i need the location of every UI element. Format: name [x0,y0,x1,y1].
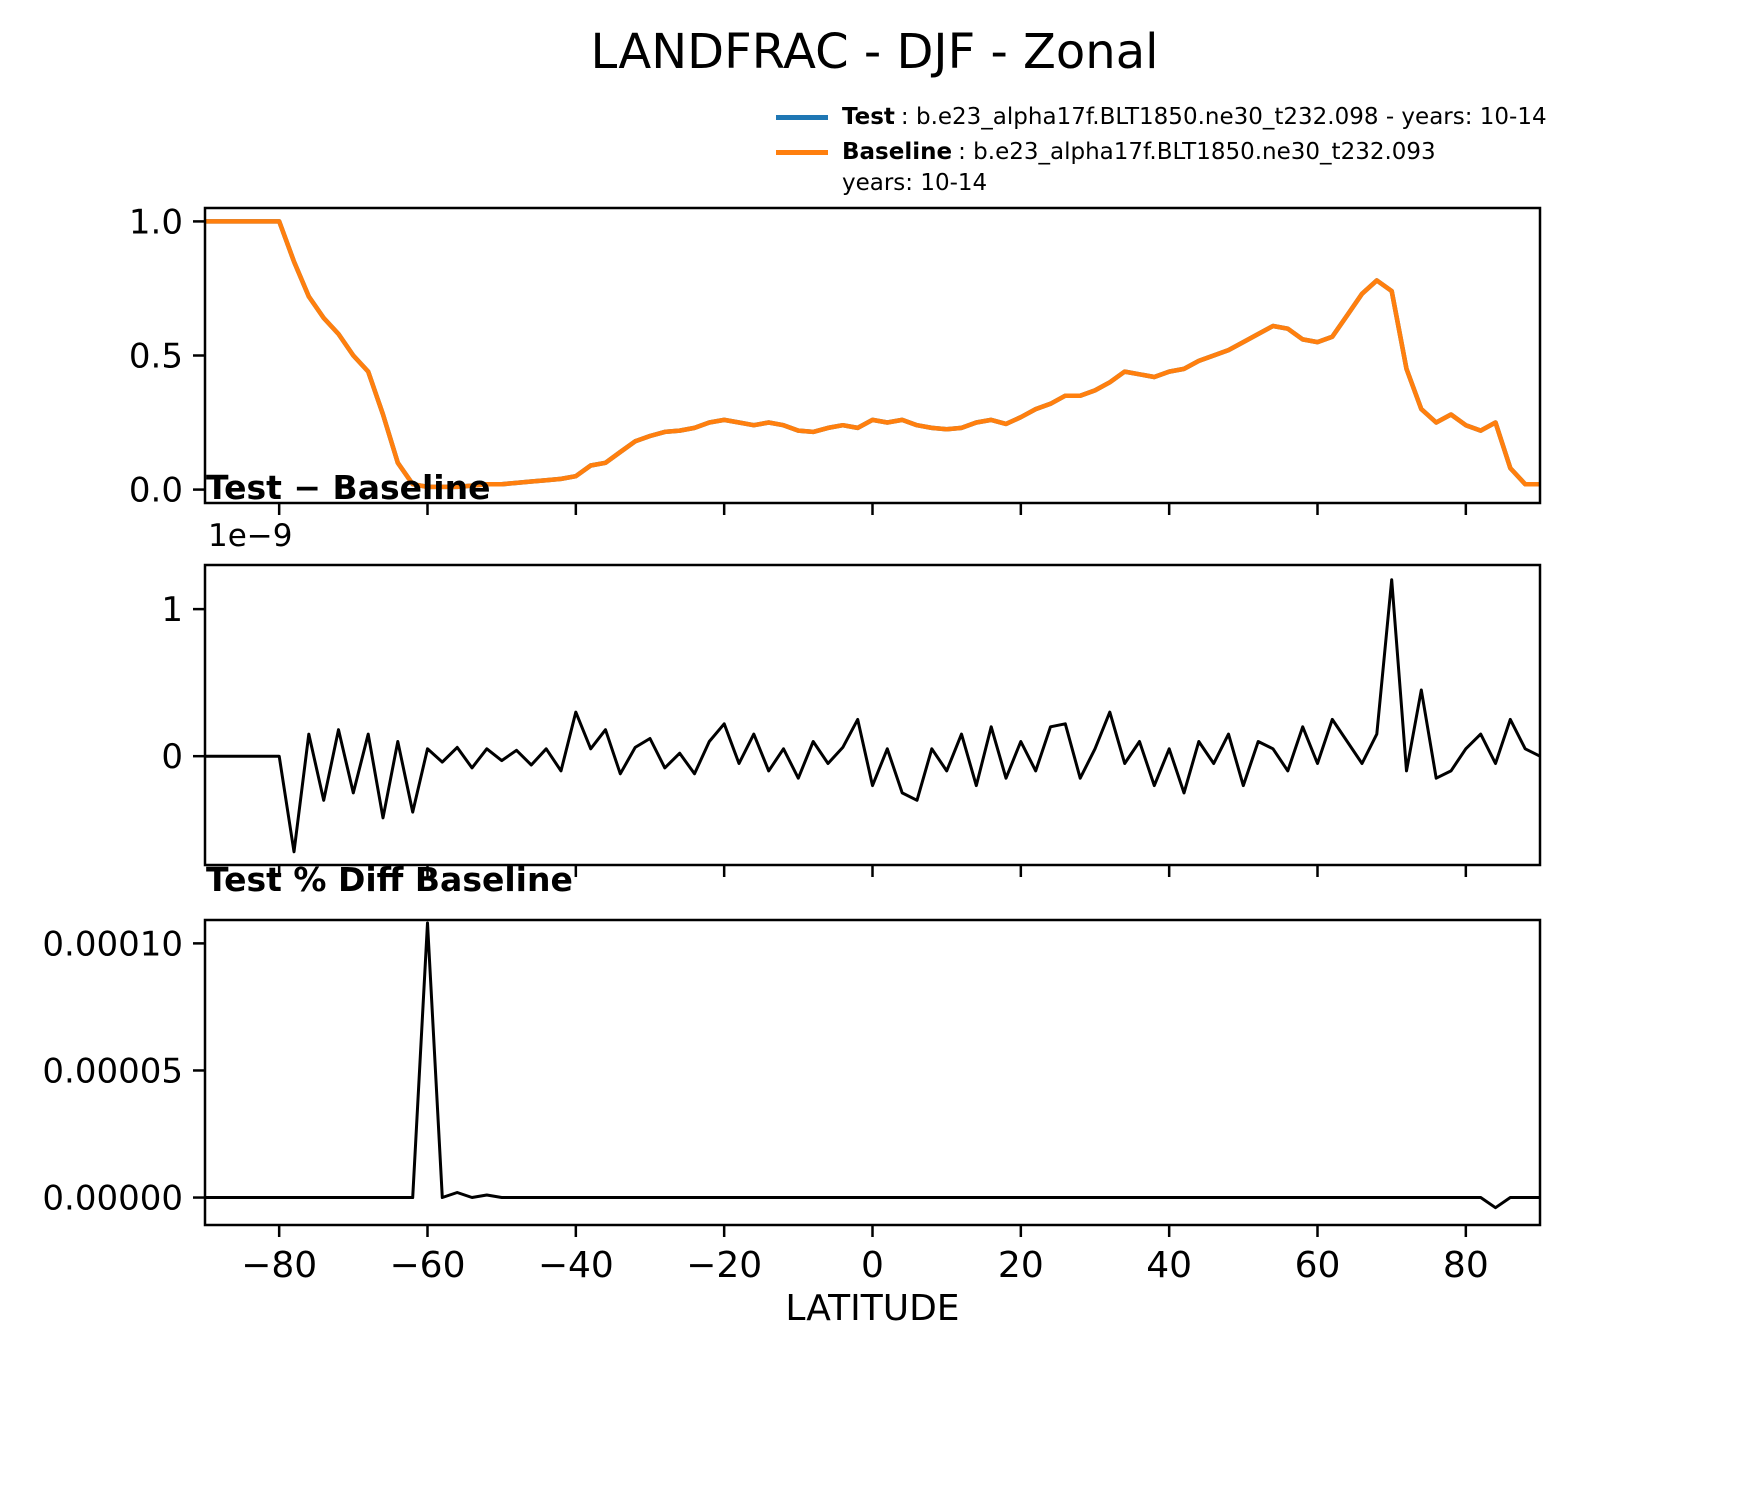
x-axis-label: LATITUDE [785,1288,960,1329]
x-tick-label: −40 [538,1245,614,1286]
legend-entry-baseline-text: Baseline: b.e23_alpha17f.BLT1850.ne30_t2… [842,137,1436,199]
test-pct-diff-baseline-axes-border [203,918,1542,1227]
zonal-mean-axes-border [203,206,1542,505]
legend-test-label: Test [842,104,895,130]
test-pct-diff-baseline-y-tick-label: 0.00000 [42,1179,183,1219]
page-title: LANDFRAC - DJF - Zonal [590,24,1159,80]
legend: Test: b.e23_alpha17f.BLT1850.ne30_t232.0… [776,102,1547,203]
zonal-mean-y-tick-label: 1.0 [129,202,183,242]
pct-diff-panel-title: Test % Diff Baseline [206,860,573,899]
x-tick-label: −60 [390,1245,466,1286]
x-tick-label: −20 [686,1245,762,1286]
series-line-baseline [205,219,1540,490]
test-pct-diff-baseline-y-tick-label: 0.00010 [42,924,183,964]
series-line-test-minus-baseline [205,578,1541,854]
baseline-line-swatch [776,150,828,155]
test-minus-baseline-y-tick-label: 1 [161,590,183,630]
series-line-test-diff-baseline [205,921,1540,1210]
x-tick-label: 80 [1443,1245,1489,1286]
x-tick-label: −80 [241,1245,317,1286]
test-minus-baseline-axes-border [203,563,1542,867]
x-tick-label: 40 [1146,1245,1192,1286]
x-tick-label: 20 [998,1245,1044,1286]
x-tick-label: 0 [861,1245,884,1286]
legend-test-case: : b.e23_alpha17f.BLT1850.ne30_t232.098 -… [900,104,1547,130]
x-tick-label: 60 [1295,1245,1341,1286]
legend-entry-test-text: Test: b.e23_alpha17f.BLT1850.ne30_t232.0… [842,102,1547,133]
test-pct-diff-baseline-y-tick-label: 0.00005 [42,1051,183,1091]
zonal-mean-y-tick-label: 0.5 [129,337,183,377]
series-line-test [205,219,1540,490]
test-minus-baseline-y-tick-label: 0 [161,737,183,777]
zonal-mean-y-tick-label: 0.0 [129,471,183,511]
diff-panel-title: Test − Baseline [206,468,491,507]
legend-baseline-case: : b.e23_alpha17f.BLT1850.ne30_t232.093 [958,139,1436,165]
legend-baseline-label: Baseline [842,139,953,165]
legend-baseline-years: years: 10-14 [842,170,988,196]
test-line-swatch [776,115,828,120]
legend-entry-baseline: Baseline: b.e23_alpha17f.BLT1850.ne30_t2… [776,137,1547,199]
diff-panel-offset-label: 1e−9 [208,518,293,554]
legend-entry-test: Test: b.e23_alpha17f.BLT1850.ne30_t232.0… [776,102,1547,133]
